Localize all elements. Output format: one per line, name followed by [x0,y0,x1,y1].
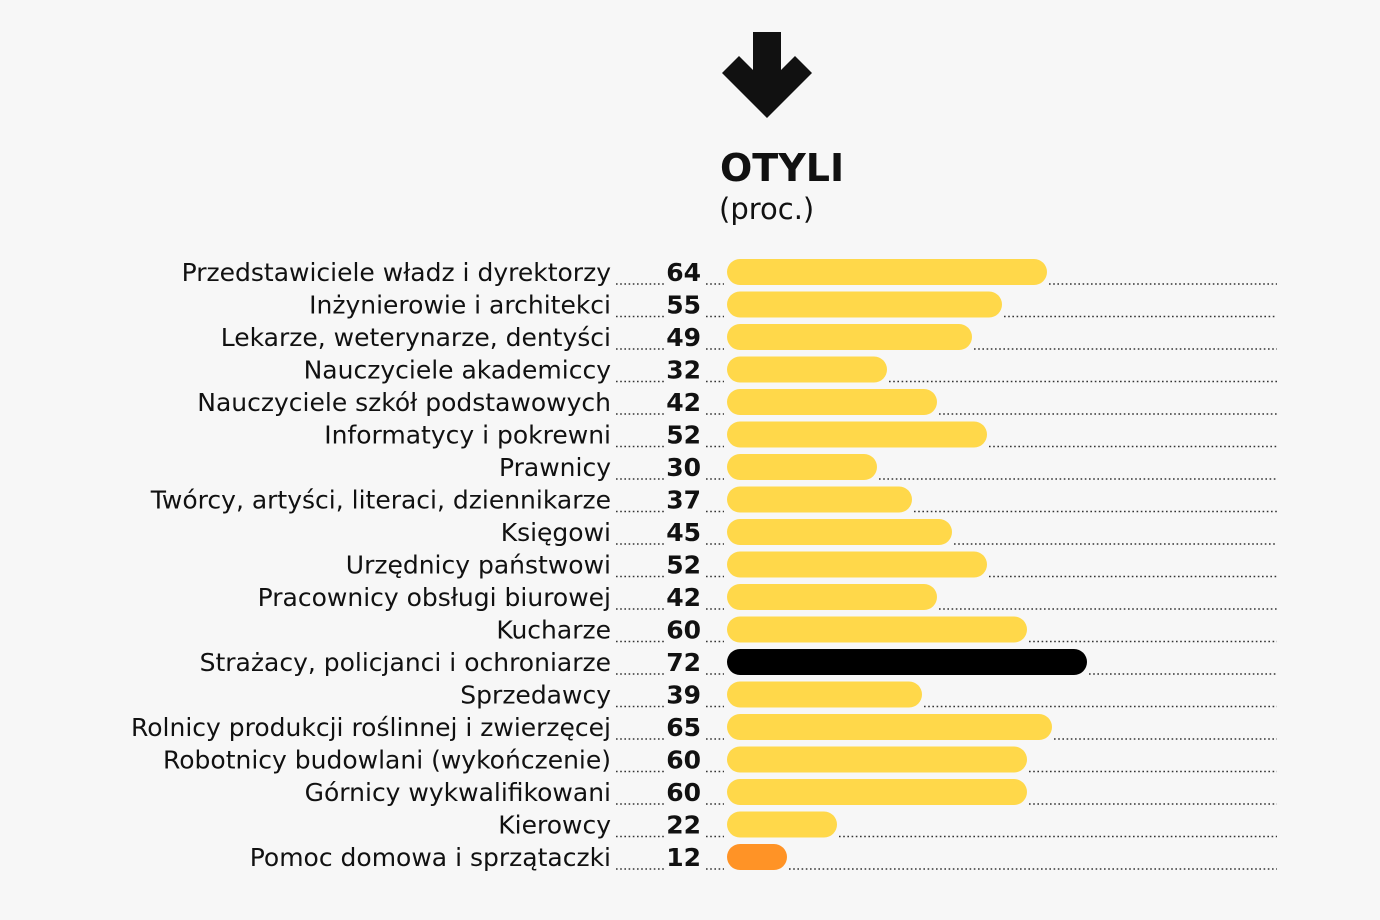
bar [727,519,952,545]
bar [727,259,1047,285]
bar-row: Prawnicy 30 [499,453,1277,482]
value-label: 72 [666,648,701,677]
value-label: 22 [666,811,701,840]
bar-row: Sprzedawcy 39 [460,681,1277,710]
category-label: Przedstawiciele władz i dyrektorzy [182,258,612,287]
bar-row: Informatycy i pokrewni 52 [324,421,1277,450]
bar [727,649,1087,675]
bar-row: Pomoc domowa i sprzątaczki 12 [250,843,1277,872]
value-label: 60 [666,778,701,807]
bar-row: Przedstawiciele władz i dyrektorzy 64 [182,258,1277,287]
value-label: 39 [666,681,701,710]
category-label: Kierowcy [498,811,611,840]
value-label: 45 [666,518,701,547]
value-label: 60 [666,616,701,645]
value-label: 42 [666,583,701,612]
category-label: Pomoc domowa i sprzątaczki [250,843,611,872]
bar-row: Nauczyciele szkół podstawowych 42 [197,388,1277,417]
category-label: Robotnicy budowlani (wykończenie) [163,746,611,775]
value-label: 52 [666,551,701,580]
arrow-down-icon [722,32,812,118]
bar [727,779,1027,805]
category-label: Kucharze [496,616,611,645]
bar [727,454,877,480]
bar-row: Kucharze 60 [496,616,1277,645]
bar-row: Kierowcy 22 [498,811,1277,840]
category-label: Strażacy, policjanci i ochroniarze [200,648,611,677]
bar [727,389,937,415]
category-label: Rolnicy produkcji roślinnej i zwierzęcej [131,713,611,742]
bar [727,551,987,578]
bar [727,486,912,513]
bar-row: Inżynierowie i architekci 55 [309,291,1277,320]
value-label: 42 [666,388,701,417]
chart-subtitle: (proc.) [719,192,814,226]
bar [727,324,972,350]
category-label: Nauczyciele szkół podstawowych [197,388,611,417]
bar-row: Księgowi 45 [501,518,1277,547]
chart-rows: Przedstawiciele władz i dyrektorzy 64 Inży… [131,258,1277,872]
value-label: 30 [666,453,701,482]
bar [727,844,787,870]
bar-row: Nauczyciele akademiccy 32 [304,356,1277,385]
bar [727,746,1027,773]
bar-row: Urzędnicy państwowi 52 [346,551,1277,580]
value-label: 60 [666,746,701,775]
chart-title: OTYLI [720,146,844,190]
value-label: 64 [666,258,701,287]
bar-row: Strażacy, policjanci i ochroniarze 72 [200,648,1277,677]
bar [727,356,887,383]
value-label: 52 [666,421,701,450]
category-label: Nauczyciele akademiccy [304,356,612,385]
category-label: Informatycy i pokrewni [324,421,611,450]
category-label: Księgowi [501,518,611,547]
bar-row: Górnicy wykwalifikowani 60 [305,778,1277,807]
category-label: Prawnicy [499,453,611,482]
bar [727,714,1052,740]
category-label: Pracownicy obsługi biurowej [258,583,611,612]
bar-row: Twórcy, artyści, literaci, dziennikarze 3… [150,486,1277,515]
bar-row: Robotnicy budowlani (wykończenie) 60 [163,746,1277,775]
category-label: Górnicy wykwalifikowani [305,778,611,807]
bar-row: Lekarze, weterynarze, dentyści 49 [221,323,1277,352]
value-label: 49 [666,323,701,352]
bar-row: Pracownicy obsługi biurowej 42 [258,583,1277,612]
bar [727,811,837,838]
category-label: Twórcy, artyści, literaci, dziennikarze [150,486,611,515]
bar [727,616,1027,643]
bar-row: Rolnicy produkcji roślinnej i zwierzęcej… [131,713,1277,742]
value-label: 65 [666,713,701,742]
bar [727,291,1002,318]
value-label: 12 [666,843,701,872]
bar [727,584,937,610]
value-label: 37 [666,486,701,515]
value-label: 55 [666,291,701,320]
bar [727,421,987,448]
bar [727,681,922,708]
category-label: Urzędnicy państwowi [346,551,611,580]
category-label: Lekarze, weterynarze, dentyści [221,323,611,352]
value-label: 32 [666,356,701,385]
category-label: Sprzedawcy [460,681,611,710]
category-label: Inżynierowie i architekci [309,291,611,320]
